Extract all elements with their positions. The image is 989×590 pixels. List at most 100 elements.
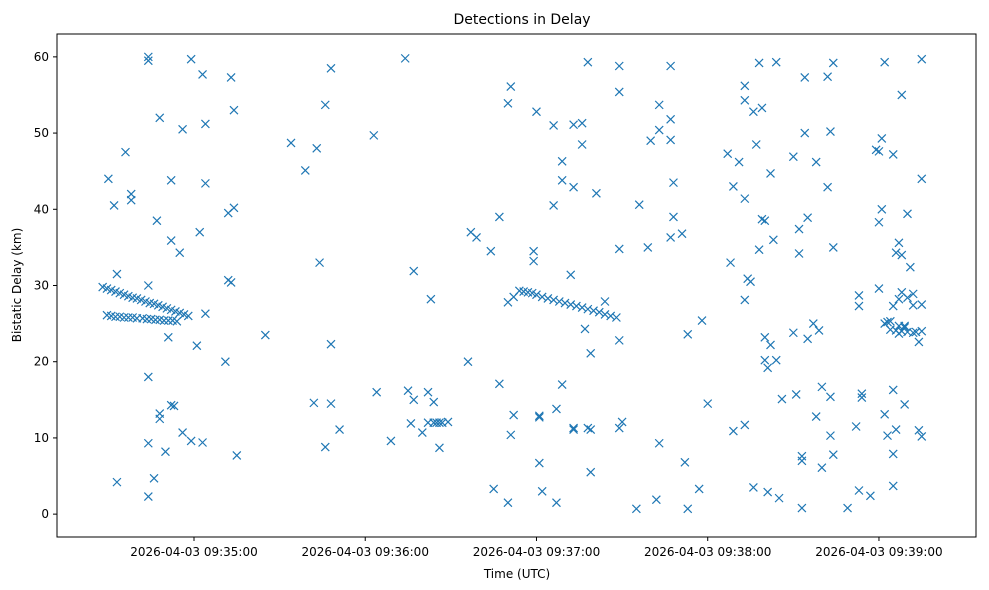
data-point bbox=[552, 404, 561, 414]
data-point bbox=[426, 294, 436, 304]
data-point bbox=[557, 175, 567, 185]
data-point bbox=[643, 242, 653, 252]
data-point bbox=[600, 310, 610, 319]
x-tick-label: 2026-04-03 09:35:00 bbox=[130, 545, 257, 559]
data-point bbox=[166, 175, 176, 185]
data-point bbox=[534, 458, 544, 468]
data-point bbox=[232, 451, 242, 460]
y-tick-label: 20 bbox=[34, 355, 49, 369]
data-point bbox=[220, 357, 230, 367]
data-point bbox=[577, 118, 587, 128]
data-point bbox=[814, 326, 824, 335]
data-point bbox=[654, 438, 664, 448]
data-point bbox=[843, 503, 852, 513]
data-point bbox=[683, 329, 693, 339]
data-point bbox=[583, 304, 593, 314]
data-point bbox=[880, 57, 890, 67]
y-tick-label: 10 bbox=[34, 431, 49, 445]
data-point bbox=[143, 372, 153, 382]
data-point bbox=[826, 127, 835, 136]
data-point bbox=[569, 423, 579, 433]
data-point bbox=[908, 289, 918, 299]
data-point bbox=[586, 348, 596, 358]
data-point bbox=[320, 442, 330, 452]
data-point bbox=[169, 401, 179, 411]
y-tick-label: 0 bbox=[41, 507, 49, 521]
data-point bbox=[509, 410, 519, 420]
data-point bbox=[854, 486, 864, 495]
data-point bbox=[766, 169, 775, 178]
data-point bbox=[888, 301, 898, 311]
data-point bbox=[669, 178, 678, 188]
data-point bbox=[880, 409, 890, 419]
data-point bbox=[808, 319, 818, 329]
data-point bbox=[569, 120, 579, 130]
data-point bbox=[903, 209, 912, 219]
data-point bbox=[874, 217, 884, 227]
data-point bbox=[857, 389, 867, 399]
data-point bbox=[103, 174, 113, 184]
data-point bbox=[774, 493, 784, 503]
data-point bbox=[669, 212, 678, 222]
data-point bbox=[569, 182, 579, 192]
data-point bbox=[797, 456, 807, 466]
data-point bbox=[766, 340, 775, 350]
data-point bbox=[897, 90, 907, 100]
data-point bbox=[800, 73, 810, 82]
x-tick-label: 2026-04-03 09:39:00 bbox=[815, 545, 942, 559]
data-point bbox=[723, 149, 733, 159]
data-point bbox=[423, 387, 433, 397]
data-point bbox=[163, 316, 173, 325]
data-point bbox=[142, 314, 152, 324]
data-point bbox=[463, 357, 473, 367]
data-point bbox=[429, 397, 439, 407]
data-point bbox=[811, 412, 821, 422]
data-point bbox=[537, 486, 547, 496]
data-point bbox=[172, 316, 182, 326]
data-point bbox=[908, 328, 918, 338]
data-point bbox=[788, 152, 798, 162]
data-point bbox=[435, 418, 444, 428]
data-point bbox=[760, 332, 770, 342]
data-point bbox=[697, 316, 707, 325]
data-point bbox=[800, 128, 810, 138]
data-point bbox=[817, 463, 827, 473]
x-tick-label: 2026-04-03 09:36:00 bbox=[302, 545, 429, 559]
y-tick-label: 30 bbox=[34, 279, 49, 293]
data-point bbox=[195, 227, 205, 237]
data-point bbox=[400, 53, 410, 63]
data-point bbox=[557, 380, 567, 390]
data-point bbox=[566, 300, 576, 309]
data-point bbox=[161, 447, 170, 457]
data-point bbox=[888, 149, 898, 159]
data-point bbox=[888, 449, 898, 459]
data-point bbox=[826, 431, 835, 441]
data-point bbox=[817, 382, 827, 392]
data-point bbox=[871, 145, 881, 155]
data-point bbox=[506, 82, 516, 92]
data-point bbox=[151, 315, 160, 325]
data-point bbox=[534, 411, 544, 421]
data-point bbox=[877, 133, 887, 143]
data-point bbox=[891, 425, 901, 434]
data-point bbox=[885, 316, 895, 326]
data-point bbox=[569, 425, 579, 434]
data-point bbox=[917, 174, 927, 184]
data-point bbox=[143, 281, 153, 290]
data-point bbox=[111, 312, 120, 322]
data-point bbox=[914, 425, 924, 435]
data-point bbox=[119, 313, 129, 322]
data-point bbox=[877, 204, 887, 214]
data-point bbox=[143, 52, 153, 62]
data-point bbox=[751, 140, 761, 149]
data-point bbox=[186, 436, 196, 446]
data-point bbox=[300, 165, 310, 175]
x-tick-label: 2026-04-03 09:38:00 bbox=[644, 545, 771, 559]
data-point bbox=[549, 121, 559, 130]
data-point bbox=[617, 417, 627, 427]
data-point bbox=[794, 224, 804, 234]
data-point bbox=[803, 334, 813, 344]
data-point bbox=[163, 332, 173, 342]
data-point bbox=[740, 420, 750, 430]
chart-title: Detections in Delay bbox=[453, 12, 590, 28]
